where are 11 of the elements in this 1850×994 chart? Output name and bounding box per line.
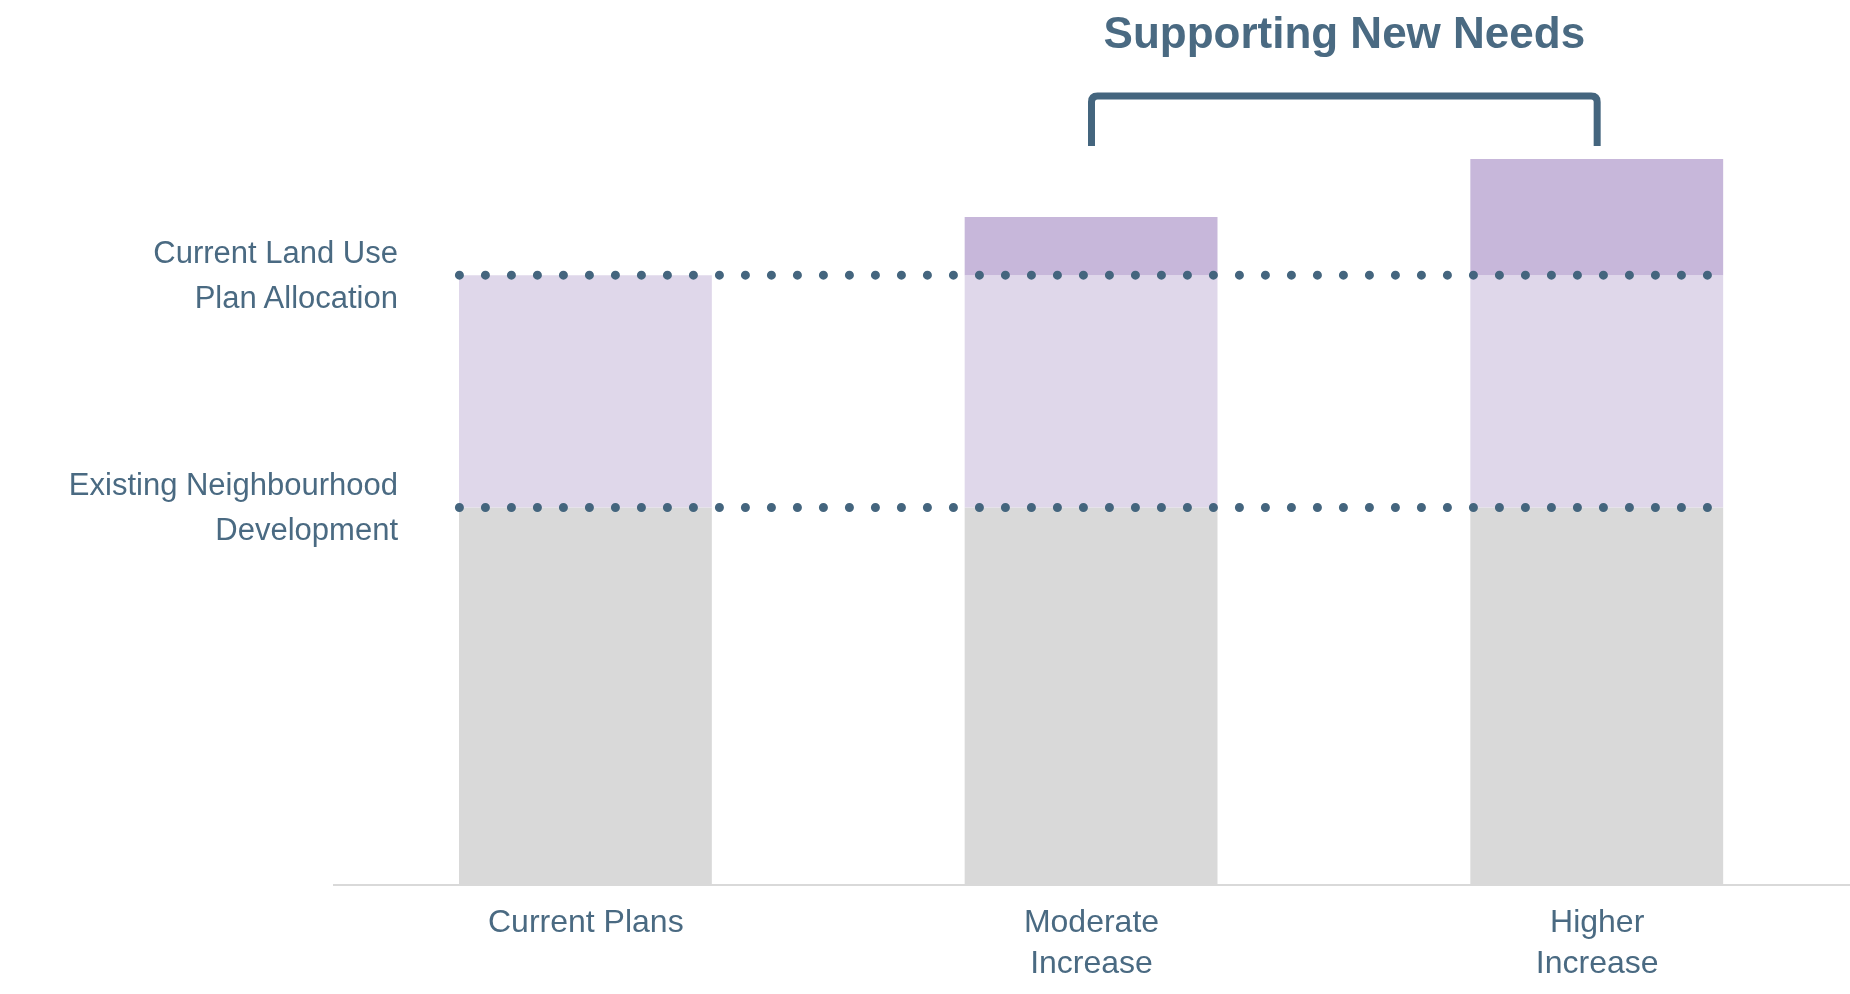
x-tick-label: Moderate Increase bbox=[1022, 902, 1161, 980]
ref-line-label: Current Land Use Plan Allocation bbox=[152, 234, 398, 318]
chart-title: Supporting New Needs bbox=[1103, 8, 1586, 57]
x-tick-label: Higher Increase bbox=[1534, 902, 1660, 980]
bar bbox=[459, 275, 712, 508]
x-tick-label: Current Plans bbox=[487, 902, 685, 941]
bar bbox=[1470, 159, 1724, 276]
bar bbox=[964, 275, 1218, 508]
ref-line-label: Existing Neighbourhood Development bbox=[67, 466, 398, 550]
bar bbox=[964, 217, 1218, 276]
bar bbox=[1470, 275, 1724, 508]
